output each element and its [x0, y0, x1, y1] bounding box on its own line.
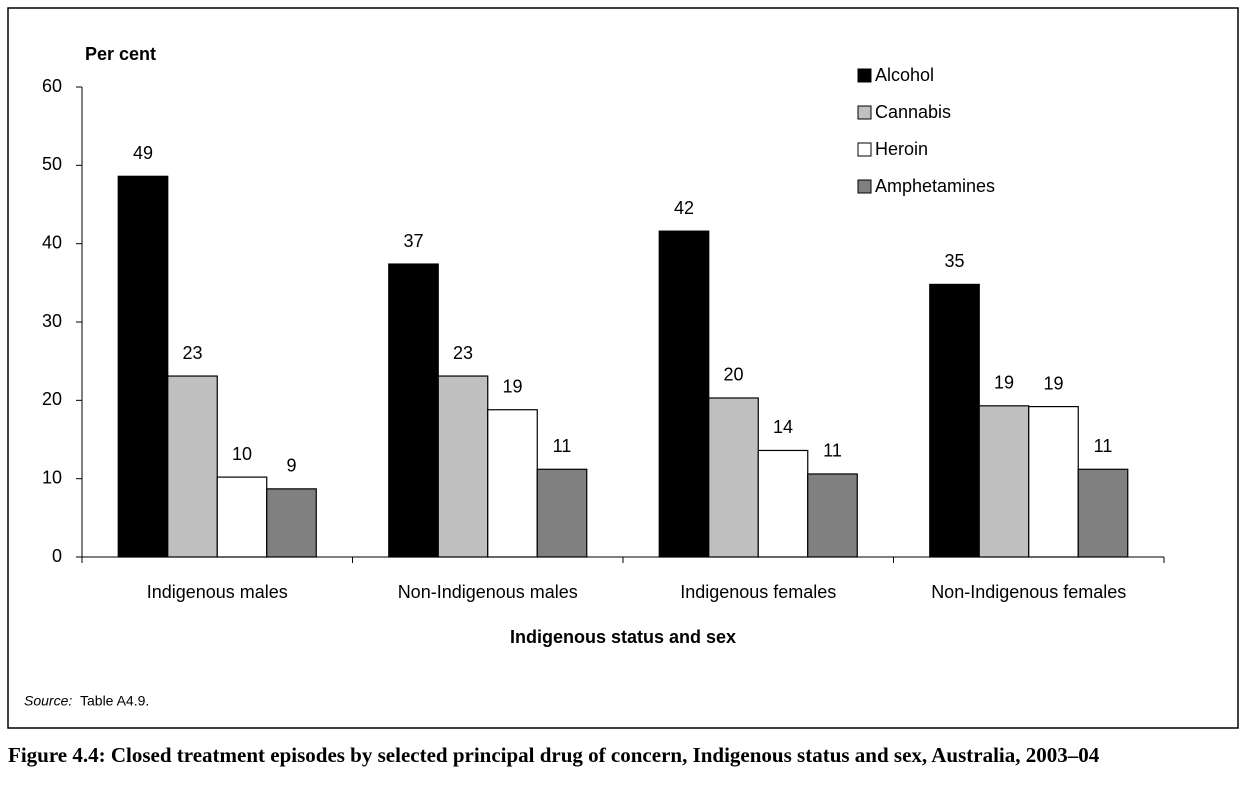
legend-label: Amphetamines	[875, 176, 995, 196]
bar	[807, 473, 858, 558]
value-label: 49	[133, 143, 153, 163]
frame	[7, 7, 1239, 729]
legend-label: Alcohol	[875, 65, 934, 85]
value-label: 14	[773, 417, 793, 437]
x-tick-label: Non-Indigenous females	[931, 582, 1126, 602]
y-tick-label: 50	[42, 154, 62, 174]
bar	[266, 488, 317, 558]
value-label: 42	[674, 198, 694, 218]
y-tick-label: 40	[42, 232, 62, 252]
y-tick-label: 60	[42, 76, 62, 96]
value-label: 35	[944, 251, 964, 271]
value-label: 11	[1094, 436, 1113, 456]
value-label: 37	[403, 231, 423, 251]
value-label: 10	[232, 444, 252, 464]
value-label: 11	[823, 441, 842, 461]
legend-swatch	[857, 142, 872, 157]
y-tick-label: 0	[52, 546, 62, 566]
bar	[757, 449, 809, 558]
bar	[487, 409, 538, 558]
chart: Per cent Indigenous status and sex Sourc…	[7, 7, 1239, 729]
source-label: Source:	[24, 693, 72, 709]
x-tick-label: Non-Indigenous males	[398, 582, 578, 602]
bar	[437, 375, 489, 558]
bar	[536, 468, 588, 558]
bar	[1028, 406, 1079, 558]
bar	[388, 263, 439, 558]
y-tick-label: 20	[42, 389, 62, 409]
bar	[216, 476, 268, 558]
x-tick-label: Indigenous females	[680, 582, 836, 602]
y-axis-label: Per cent	[85, 44, 156, 64]
legend-swatch	[857, 68, 872, 83]
value-label: 19	[994, 373, 1014, 393]
figure-caption: Figure 4.4: Closed treatment episodes by…	[8, 743, 1100, 767]
bar	[1077, 468, 1129, 558]
legend-label: Cannabis	[875, 102, 951, 122]
value-label: 23	[453, 343, 473, 363]
x-axis-label: Indigenous status and sex	[510, 627, 736, 647]
value-label: 20	[723, 365, 743, 385]
source: Table A4.9.	[80, 693, 149, 709]
x-tick-label: Indigenous males	[147, 582, 288, 602]
y-tick-label: 10	[42, 467, 62, 487]
bar	[167, 375, 218, 558]
bar	[708, 397, 759, 558]
legend-swatch	[857, 105, 872, 120]
bar	[658, 230, 710, 558]
value-label: 23	[182, 343, 202, 363]
y-tick-label: 30	[42, 311, 62, 331]
legend-label: Heroin	[875, 139, 928, 159]
value-label: 19	[502, 376, 522, 396]
bar	[117, 175, 169, 558]
legend-swatch	[857, 179, 872, 194]
value-label: 11	[553, 436, 572, 456]
bar	[929, 283, 980, 558]
bar	[978, 405, 1030, 558]
value-label: 19	[1043, 373, 1063, 393]
value-label: 9	[286, 456, 296, 476]
